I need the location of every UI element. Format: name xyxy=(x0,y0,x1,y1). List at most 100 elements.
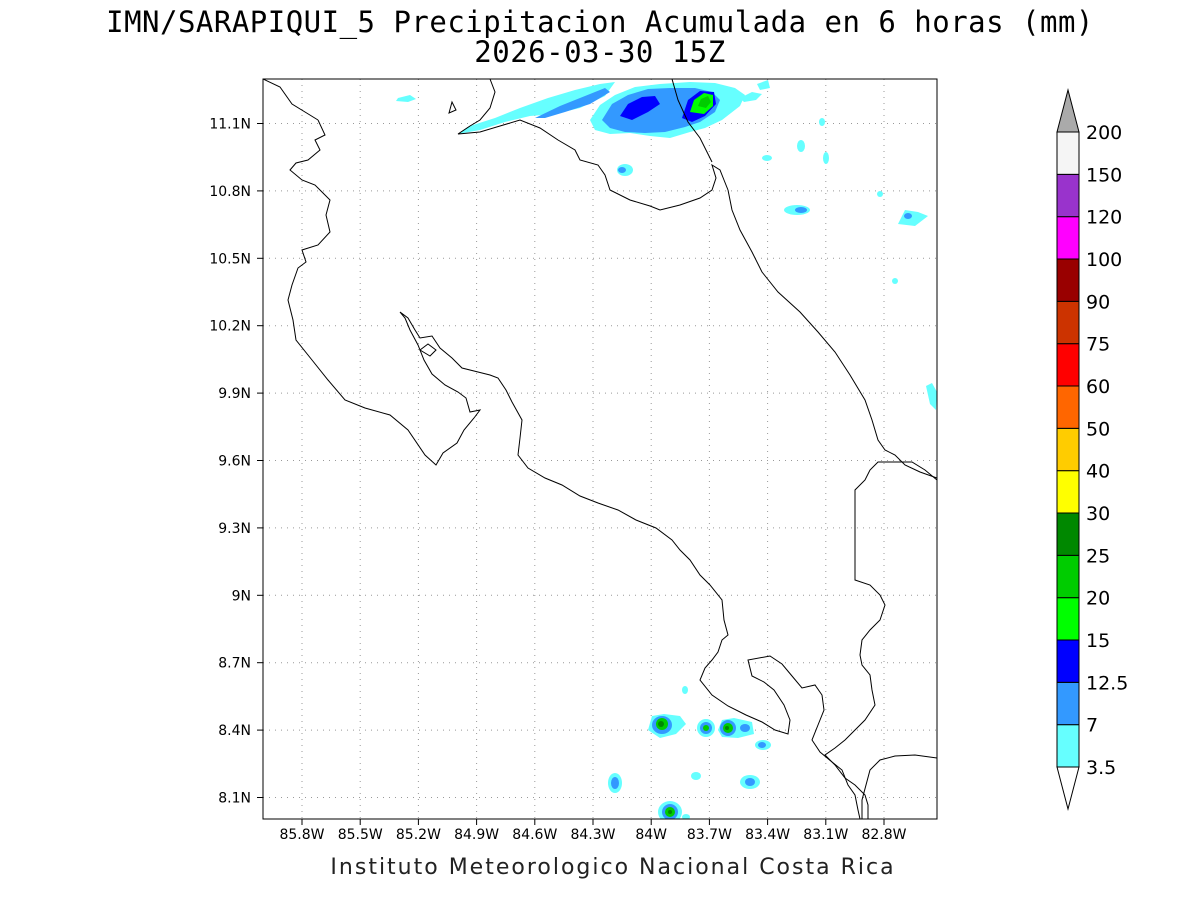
colorbar-label: 25 xyxy=(1086,545,1110,567)
map-title-line2: 2026-03-30 15Z xyxy=(474,35,726,69)
colorbar-label: 7 xyxy=(1086,715,1098,737)
colorbar-label: 60 xyxy=(1086,376,1110,398)
colorbar-label: 120 xyxy=(1086,207,1122,229)
colorbar-label: 30 xyxy=(1086,503,1110,525)
lat-tick-label: 9N xyxy=(232,588,251,604)
coastline-panama xyxy=(861,754,937,819)
lon-tick-label: 85.8W xyxy=(279,827,324,843)
precip-area-cyan xyxy=(797,140,805,152)
precip-area-green25 xyxy=(658,721,664,727)
colorbar-top-arrow xyxy=(1056,88,1080,133)
colorbar-label: 100 xyxy=(1086,249,1122,271)
lat-tick-label: 10.2N xyxy=(209,319,251,335)
precip-area-green20 xyxy=(698,96,711,108)
map-title-line1: IMN/SARAPIQUI_5 Precipitacion Acumulada … xyxy=(106,5,1094,39)
colorbar-swatch xyxy=(1056,681,1080,726)
lat-tick-label: 8.4N xyxy=(218,723,251,739)
colorbar-label: 90 xyxy=(1086,291,1110,313)
lon-tick-label: 84W xyxy=(635,827,667,843)
precip-area-cyan xyxy=(740,92,762,102)
lon-tick-label: 83.1W xyxy=(803,827,848,843)
lon-tick-label: 84.9W xyxy=(454,827,499,843)
precip-area-cyan xyxy=(926,383,937,410)
lat-tick-label: 9.6N xyxy=(218,454,251,470)
precip-area-cyan xyxy=(877,191,883,197)
plot-frame xyxy=(262,78,938,820)
precip-area-blue12 xyxy=(620,96,660,120)
grid-lines xyxy=(263,79,937,819)
colorbar-label: 15 xyxy=(1086,630,1110,652)
lon-tick-label: 84.3W xyxy=(570,827,615,843)
precip-area-cyan xyxy=(898,210,928,226)
precip-area-cyan xyxy=(691,772,701,780)
coastline-island xyxy=(419,343,437,357)
precip-area-cyan xyxy=(823,152,829,164)
lon-tick-label: 83.4W xyxy=(745,827,790,843)
colorbar-swatch xyxy=(1056,470,1080,514)
precip-area-cyan xyxy=(458,82,615,134)
colorbar-label: 40 xyxy=(1086,461,1110,483)
lat-tick-label: 8.1N xyxy=(218,791,251,807)
precip-area-blue7 xyxy=(618,167,626,173)
lat-tick-label: 10.5N xyxy=(209,251,251,267)
precip-area-cyan xyxy=(762,155,772,161)
lat-tick-label: 11.1N xyxy=(209,117,251,133)
lon-tick-label: 83.7W xyxy=(687,827,732,843)
colorbar-swatch xyxy=(1056,343,1080,387)
precip-area-cyan xyxy=(396,95,416,102)
colorbar-swatch xyxy=(1056,173,1080,218)
colorbar-swatch xyxy=(1056,554,1080,599)
longitude-axis: 85.8W 85.5W 85.2W 84.9W 84.6W 84.3W 84W 83.7W 83… xyxy=(279,819,907,843)
colorbar-label: 12.5 xyxy=(1086,672,1128,694)
lat-tick-label: 8.7N xyxy=(218,656,251,672)
border-nicaragua-costa-rica xyxy=(671,79,713,163)
border-panama xyxy=(824,461,937,819)
precip-area-green20 xyxy=(703,725,709,731)
coastline-nicaragua-pacific xyxy=(263,79,319,121)
colorbar-label: 75 xyxy=(1086,334,1110,356)
colorbar-bottom-arrow xyxy=(1056,766,1080,811)
colorbar-swatch xyxy=(1056,258,1080,302)
credit-text: Instituto Meteorologico Nacional Costa R… xyxy=(330,855,896,880)
colorbar-label: 50 xyxy=(1086,418,1110,440)
precip-area-blue7 xyxy=(611,777,619,789)
lon-tick-label: 85.5W xyxy=(338,827,383,843)
coastline-island xyxy=(448,100,457,114)
precip-area-blue7 xyxy=(745,778,755,786)
colorbar-swatch xyxy=(1056,597,1080,641)
precip-area-blue7 xyxy=(795,207,807,213)
colorbar-label: 20 xyxy=(1086,588,1110,610)
colorbar-label: 3.5 xyxy=(1086,757,1116,779)
coastline-caribbean xyxy=(727,189,937,479)
lon-tick-label: 85.2W xyxy=(396,827,441,843)
colorbar-swatch xyxy=(1056,216,1080,260)
colorbar-label: 200 xyxy=(1086,122,1122,144)
colorbar-swatch xyxy=(1056,427,1080,472)
colorbar-swatch xyxy=(1056,385,1080,429)
colorbar-swatch xyxy=(1056,131,1080,175)
precip-area-cyan xyxy=(819,118,825,126)
precip-area-blue7 xyxy=(758,742,766,748)
lon-tick-label: 84.6W xyxy=(512,827,557,843)
precip-area-cyan xyxy=(757,80,770,90)
coastline-lake-nicaragua xyxy=(457,79,729,211)
precip-area-cyan xyxy=(892,278,898,284)
lat-tick-label: 10.8N xyxy=(209,184,251,200)
precip-area-blue7 xyxy=(535,88,610,118)
precip-area-green25 xyxy=(668,810,672,814)
lon-tick-label: 82.8W xyxy=(861,827,906,843)
colorbar: 3.5 7 12.5 15 20 25 30 40 50 60 75 90 100 120 150 200 xyxy=(1056,88,1128,811)
precip-area-cyan xyxy=(682,814,690,819)
precip-area-cyan xyxy=(682,686,688,694)
precip-area-green25 xyxy=(725,726,729,730)
lat-tick-label: 9.9N xyxy=(218,386,251,402)
colorbar-swatch xyxy=(1056,300,1080,345)
precip-area-blue7 xyxy=(740,724,750,732)
colorbar-swatch xyxy=(1056,639,1080,683)
coastline-pacific xyxy=(287,119,861,819)
latitude-axis: 11.1N 10.8N 10.5N 10.2N 9.9N 9.6N 9.3N 9N 8.7N 8.… xyxy=(209,117,263,807)
lat-tick-label: 9.3N xyxy=(218,521,251,537)
colorbar-label: 150 xyxy=(1086,164,1122,186)
precipitation-areas xyxy=(396,80,937,819)
